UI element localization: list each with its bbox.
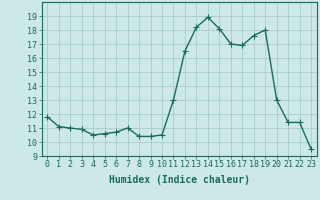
X-axis label: Humidex (Indice chaleur): Humidex (Indice chaleur) — [109, 175, 250, 185]
